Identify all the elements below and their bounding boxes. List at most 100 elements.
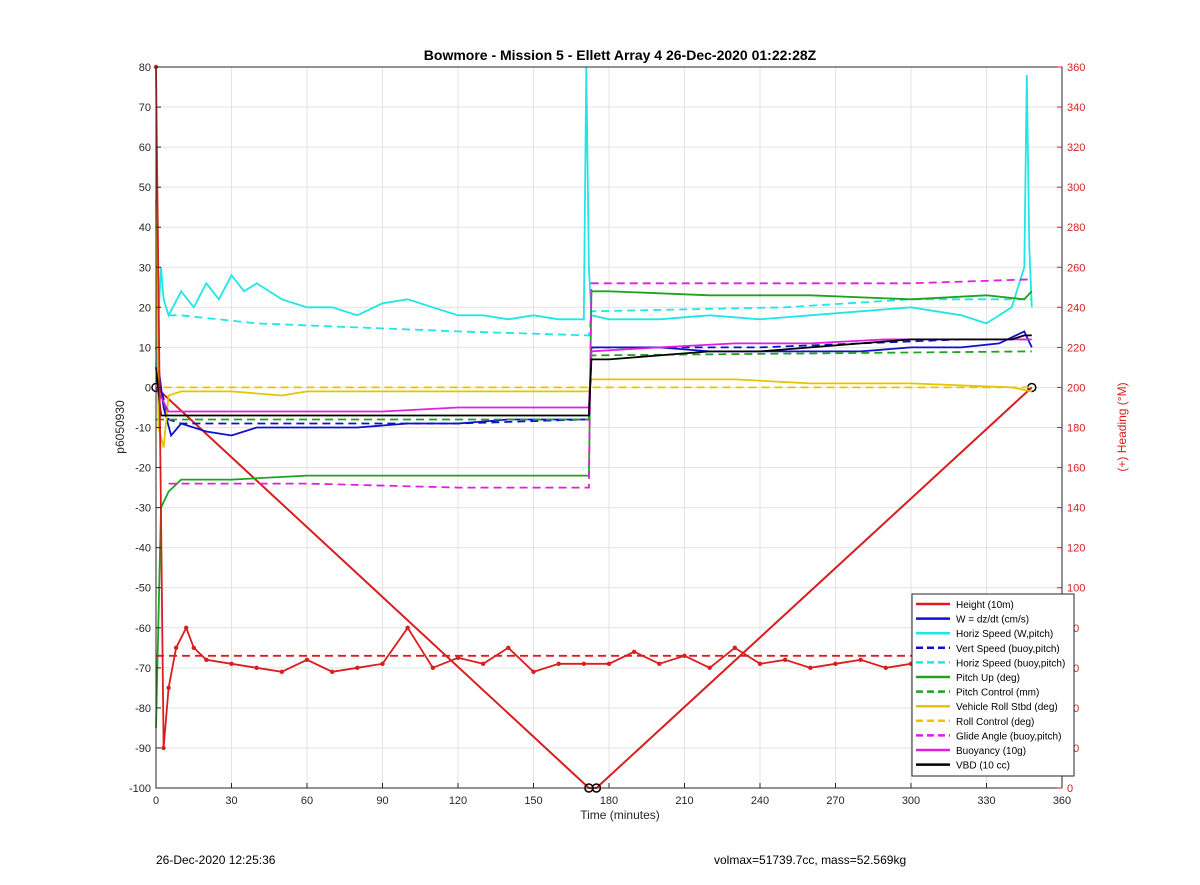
x-tick-label: 60	[301, 795, 313, 807]
heading-point	[631, 649, 637, 655]
heading-point	[380, 661, 385, 667]
y2-axis-label: (+) Heading (°M)	[1115, 382, 1129, 471]
y2-tick-label: 240	[1067, 302, 1085, 314]
footer-vehicle-params: volmax=51739.7cc, mass=52.569kg	[714, 853, 907, 867]
legend-label: Glide Angle (buoy,pitch)	[956, 731, 1061, 742]
y-tick-label: -20	[135, 463, 151, 475]
series-horiz-speed-w-pitch-line	[155, 66, 1033, 368]
heading-point	[606, 661, 612, 667]
x-tick-label: 270	[826, 795, 844, 807]
y-tick-label: 60	[139, 142, 151, 154]
x-tick-label: 180	[600, 795, 618, 807]
x-tick-label: 90	[376, 795, 388, 807]
legend: Height (10m) W = dz/dt (cm/s) Horiz Speed …	[911, 593, 1075, 777]
heading-point	[229, 661, 234, 667]
series-pitch-control-mm-line	[156, 350, 1032, 421]
y-tick-label: 20	[139, 302, 151, 314]
y-tick-label: -40	[135, 543, 151, 555]
series-horiz-speed-buoy-pitch-line	[168, 298, 1032, 337]
heading-point	[480, 661, 486, 667]
y-axis-label: p6050930	[113, 400, 127, 454]
heading-point	[304, 657, 310, 663]
heading-point	[833, 661, 838, 667]
legend-label: Height (10m)	[956, 600, 1014, 611]
y-tick-label: -10	[135, 423, 151, 435]
y-tick-label: 50	[139, 182, 151, 194]
heading-point	[455, 655, 461, 661]
x-tick-label: 240	[751, 795, 769, 807]
series-buoyancy-10g-line	[155, 338, 1032, 413]
y-tick-label: -70	[135, 663, 151, 675]
y-tick-label: -30	[135, 503, 151, 515]
heading-point	[161, 745, 166, 751]
legend-label: W = dz/dt (cm/s)	[956, 615, 1029, 626]
heading-point	[757, 661, 763, 667]
heading-point	[732, 645, 738, 651]
footer-timestamp: 26-Dec-2020 12:25:36	[156, 853, 276, 867]
series-vbd-10-cc-line	[155, 334, 1032, 417]
y-tick-label: -80	[135, 703, 151, 715]
heading-point	[204, 657, 209, 663]
legend-label: Vehicle Roll Stbd (deg)	[956, 702, 1058, 713]
series-pitch-up-deg-line	[155, 290, 1033, 728]
x-tick-label: 120	[449, 795, 467, 807]
y2-tick-label: 180	[1067, 423, 1085, 435]
legend-label: Pitch Control (mm)	[956, 688, 1039, 699]
y2-tick-label: 160	[1067, 463, 1085, 475]
y2-tick-label: 0	[1067, 783, 1073, 795]
legend-box	[911, 593, 1075, 777]
y2-tick-label: 220	[1067, 342, 1085, 354]
x-tick-label: 30	[225, 795, 237, 807]
x-tick-label: 360	[1053, 795, 1071, 807]
y-tick-label: -100	[129, 783, 151, 795]
x-tick-label: 210	[675, 795, 693, 807]
heading-point	[254, 665, 259, 671]
heading-point	[808, 665, 813, 671]
y2-tick-label: 360	[1067, 62, 1085, 74]
y-tick-label: -60	[135, 623, 151, 635]
y2-tick-label: 100	[1067, 583, 1085, 595]
series-heading-line	[155, 66, 1032, 748]
y-tick-label: 80	[139, 62, 151, 74]
heading-point	[279, 669, 285, 675]
heading-point	[355, 665, 360, 671]
y2-tick-label: 200	[1067, 382, 1085, 394]
legend-label: Horiz Speed (buoy,pitch)	[956, 658, 1065, 669]
heading-point	[531, 669, 536, 675]
chart-title: Bowmore - Mission 5 - Ellett Array 4 26-…	[424, 47, 817, 63]
heading-point	[184, 625, 189, 630]
series-vehicle-roll-stbd-deg-line	[155, 199, 1032, 448]
legend-label: VBD (10 cc)	[956, 761, 1010, 772]
y-axis-left: -100-90-80-70-60-50-40-30-20-10010203040…	[129, 62, 161, 795]
y2-tick-label: 260	[1067, 262, 1085, 274]
y-tick-label: -50	[135, 583, 151, 595]
heading-point	[782, 657, 788, 663]
y-tick-label: 70	[139, 102, 151, 114]
heading-point	[173, 645, 179, 651]
heading-point	[858, 657, 863, 663]
x-tick-label: 300	[902, 795, 920, 807]
heading-point	[405, 625, 410, 630]
y-tick-label: -90	[135, 743, 151, 755]
heading-point	[581, 661, 587, 667]
heading-point	[329, 669, 335, 675]
y2-tick-label: 120	[1067, 543, 1085, 555]
y2-tick-label: 280	[1067, 222, 1085, 234]
heading-point	[707, 665, 712, 671]
x-axis-label: Time (minutes)	[580, 808, 660, 822]
heading-point	[657, 661, 662, 667]
y-tick-label: 0	[145, 382, 151, 394]
heading-point	[682, 653, 687, 659]
y2-tick-label: 340	[1067, 102, 1085, 114]
legend-label: Buoyancy (10g)	[956, 746, 1026, 757]
heading-point	[430, 665, 436, 671]
y2-tick-label: 320	[1067, 142, 1085, 154]
legend-label: Vert Speed (buoy,pitch)	[956, 644, 1060, 655]
x-tick-label: 0	[153, 795, 159, 807]
heading-point	[556, 661, 561, 667]
x-axis: 0 30 60 90 120 150 180 210 240 270 300 330 360	[153, 783, 1071, 807]
series-glide-angle-buoy-pitch-line	[168, 278, 1032, 489]
legend-label: Roll Control (deg)	[956, 717, 1034, 728]
heading-point	[166, 685, 171, 691]
